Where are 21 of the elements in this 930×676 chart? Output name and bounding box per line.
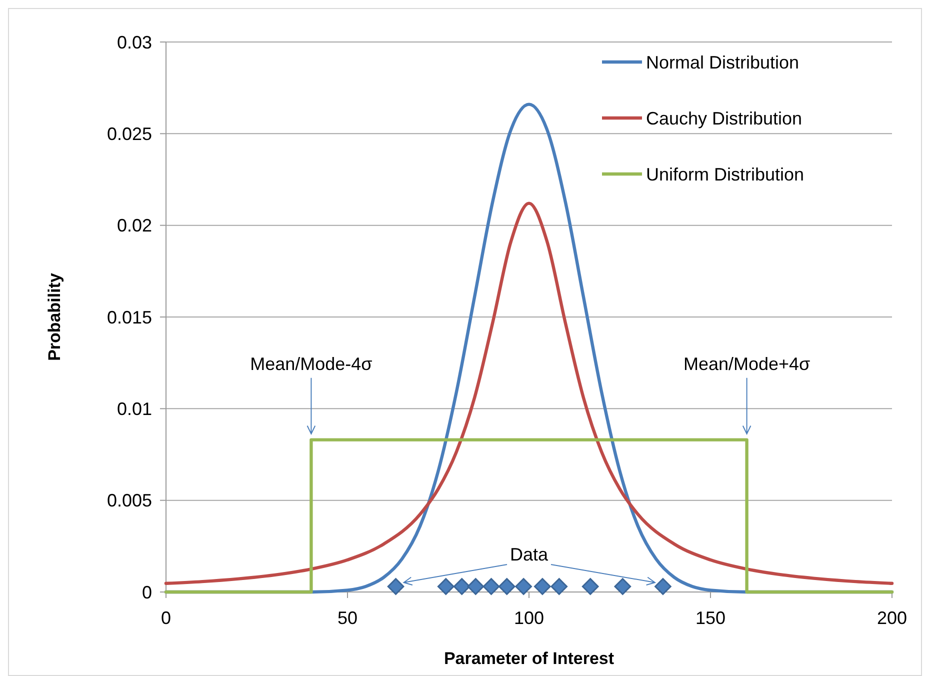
y-tick-label: 0.02 [116,216,152,236]
y-tick-label: 0.005 [106,490,152,511]
x-tick-label: 150 [695,608,726,628]
x-tick-label: 200 [876,608,908,628]
annotation: Mean/Mode+4σ [683,354,810,374]
x-tick-label: 50 [337,608,358,628]
line-series [164,202,894,585]
y-tick-label: 0.03 [116,32,152,52]
y-tick-label: 0.015 [106,307,152,328]
annotation: Data [510,544,549,564]
y-tick-label: 0.01 [116,398,152,419]
legend-label: Uniform Distribution [646,164,804,184]
y-tick-label: 0.025 [106,124,152,144]
x-tick-label: 100 [514,608,544,628]
y-axis-title: Probability [45,272,64,361]
x-tick-label: 0 [160,608,172,628]
x-axis-title: Parameter of Interest [444,649,614,668]
legend-label: Normal Distribution [646,52,800,72]
y-tick-label: 0 [142,582,152,602]
legend-label: Cauchy Distribution [646,108,802,128]
annotation: Mean/Mode-4σ [250,354,372,374]
